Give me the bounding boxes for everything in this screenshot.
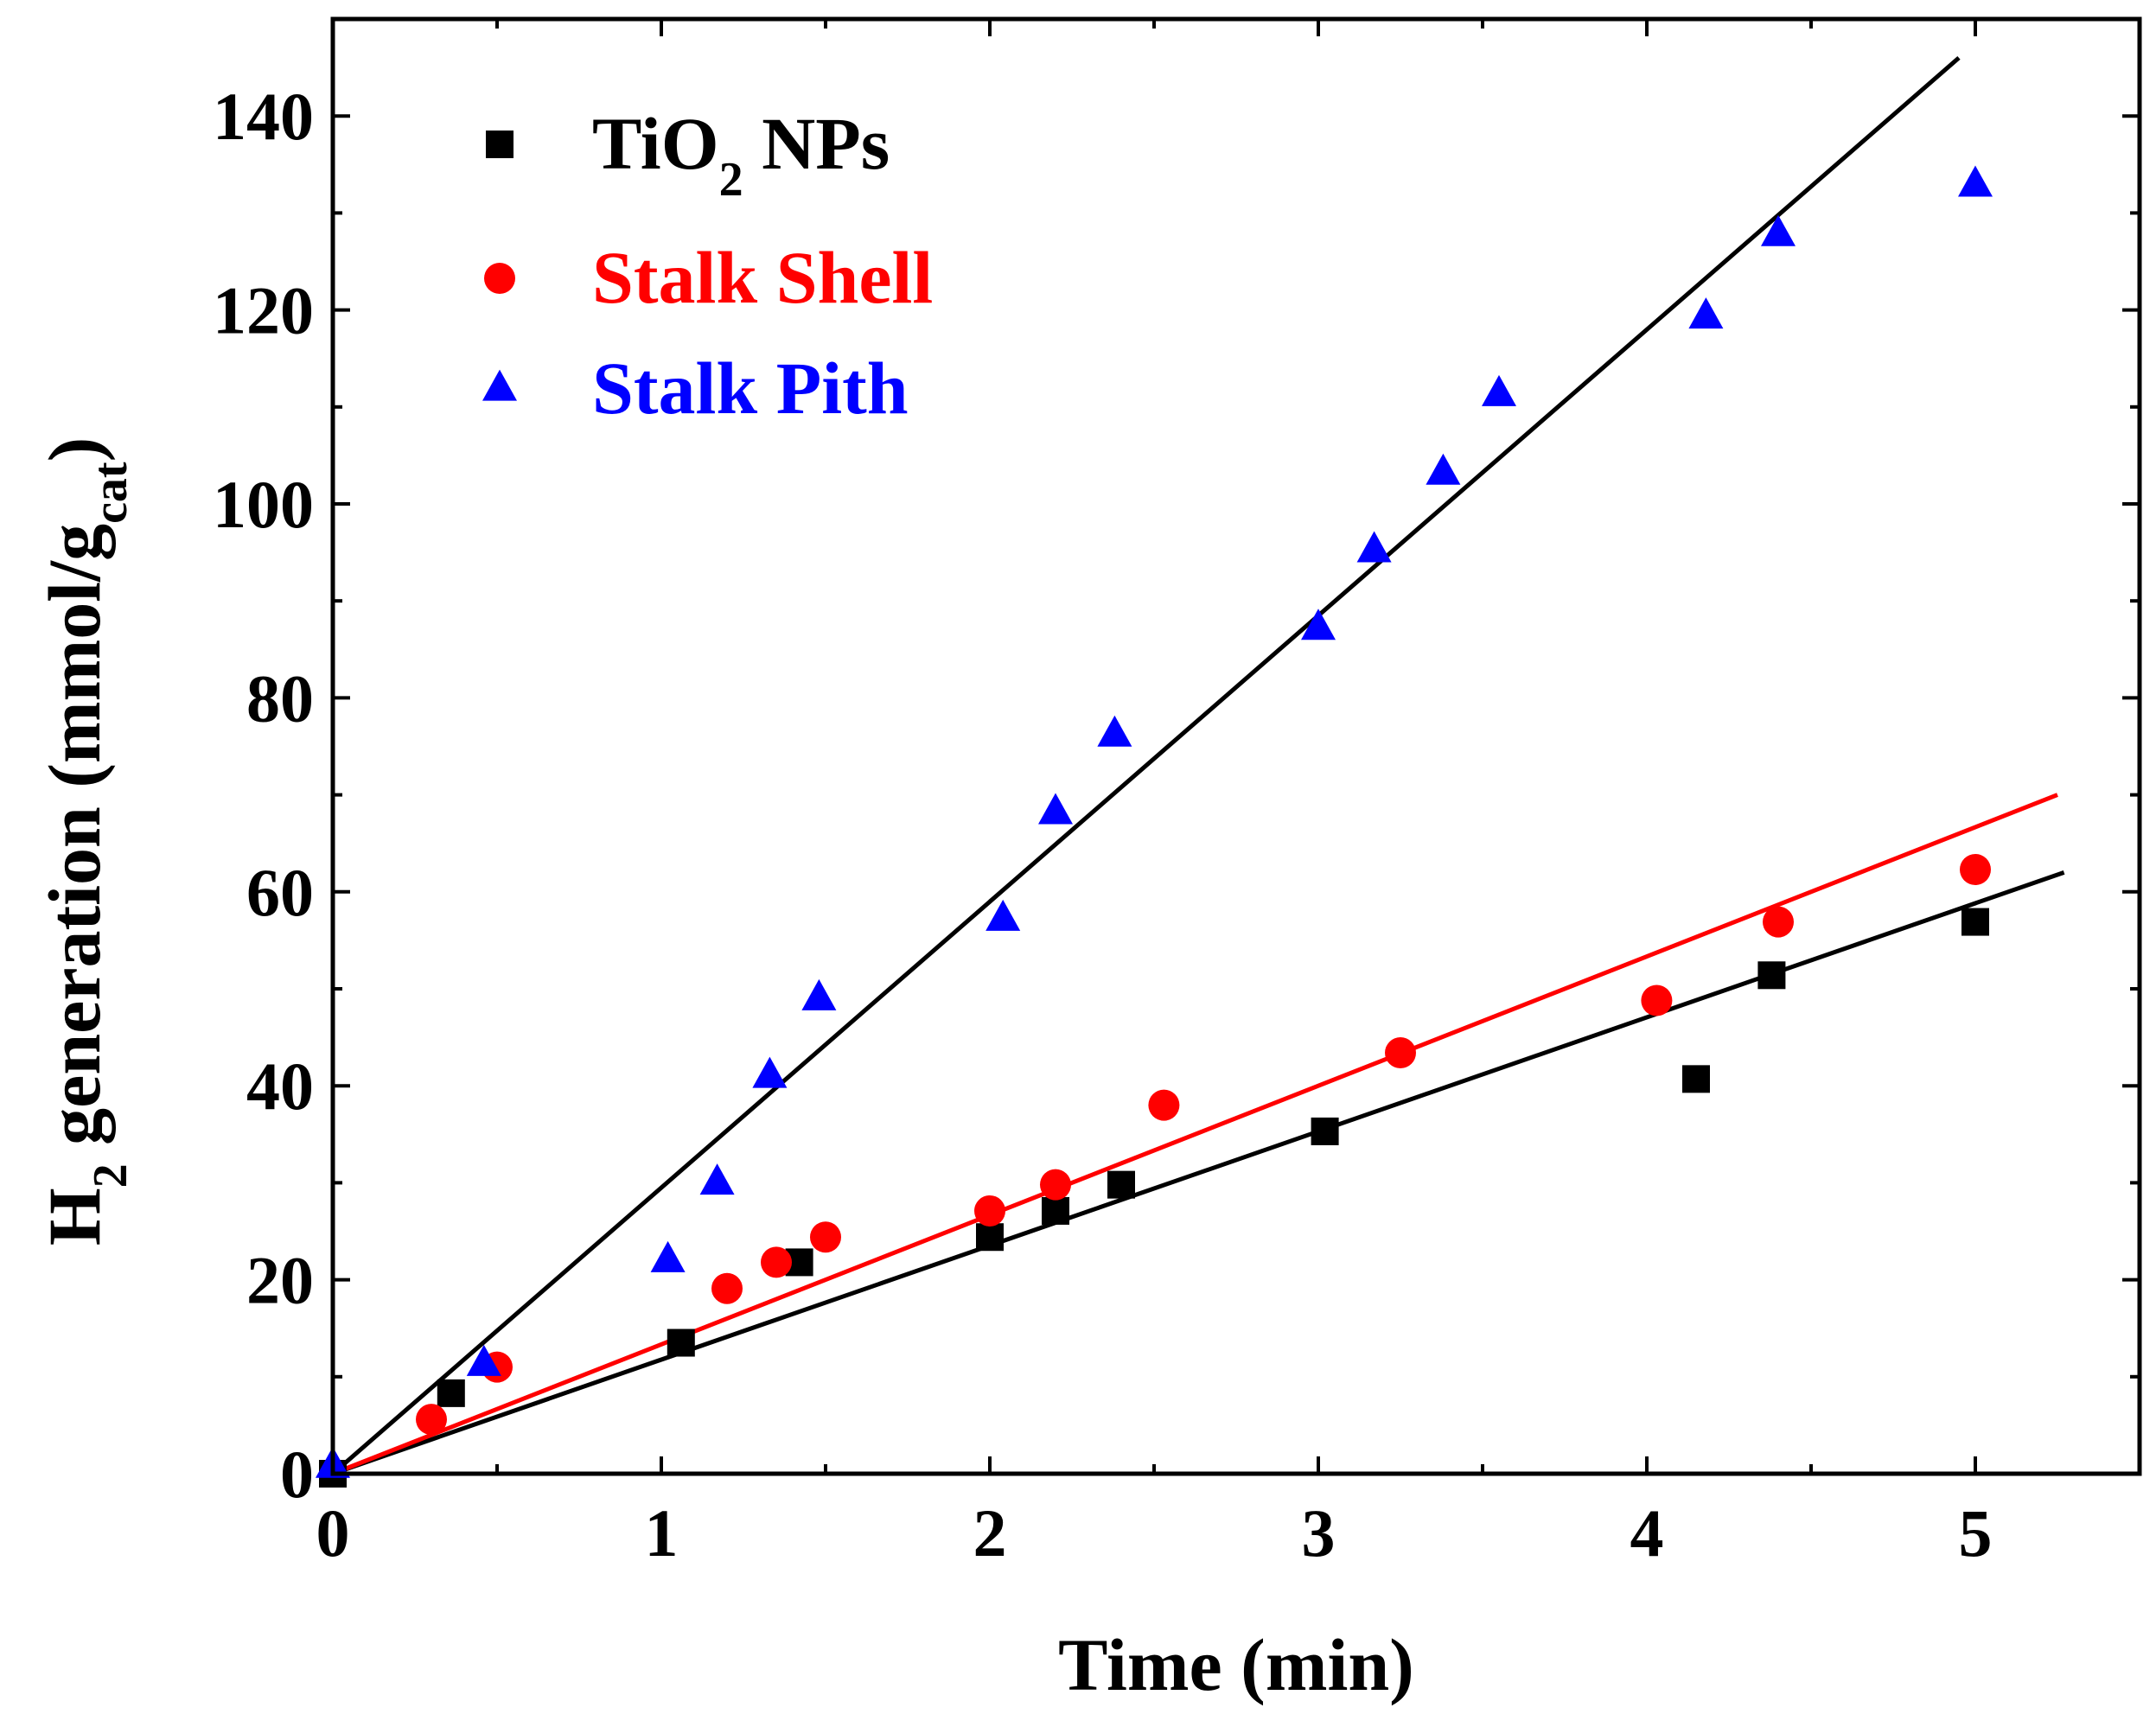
y-tick-label: 140 (213, 79, 314, 154)
data-point-series-0-square (1042, 1196, 1069, 1225)
y-axis-title-mid: generation (mmol/g (33, 524, 116, 1163)
legend-label-tio2-sub: 2 (719, 153, 743, 207)
y-axis-title-main: H (33, 1188, 116, 1246)
data-point-series-1-circle (810, 1221, 841, 1253)
data-point-series-1-circle (711, 1272, 743, 1304)
legend-item-stalk-pith: Stalk Pith (482, 347, 909, 430)
data-markers (316, 165, 1993, 1488)
y-tick-label: 80 (246, 660, 314, 736)
data-point-series-2-triangle (1761, 214, 1796, 246)
legend-label-tio2: TiO2 NPs (592, 102, 890, 207)
data-point-series-2-triangle (986, 899, 1021, 931)
legend-marker-triangle (482, 369, 517, 401)
data-point-series-1-circle (1641, 984, 1673, 1016)
y-tick-label: 0 (280, 1437, 314, 1512)
data-point-series-0-square (1682, 1065, 1710, 1093)
legend-marker-square (486, 131, 513, 158)
y-tick-label: 60 (246, 855, 314, 930)
y-tick-label: 120 (213, 273, 314, 348)
x-tick-label: 3 (1302, 1495, 1336, 1571)
legend-label-stalk-shell: Stalk Shell (592, 236, 933, 319)
data-point-series-0-square (1757, 961, 1786, 990)
legend-marker-circle (484, 263, 515, 294)
data-point-series-2-triangle (1301, 609, 1336, 640)
axis-ticks (331, 19, 2140, 1475)
data-point-series-1-circle (1763, 906, 1794, 938)
plot-frame (330, 16, 2142, 1476)
y-tick-label: 20 (246, 1243, 314, 1318)
data-point-series-1-circle (1040, 1169, 1071, 1201)
data-point-series-1-circle (416, 1404, 447, 1436)
data-point-series-2-triangle (699, 1163, 735, 1195)
data-point-series-0-square (1961, 908, 1989, 936)
x-tick-label: 4 (1630, 1495, 1664, 1571)
legend-label-tio2-main: TiO (592, 102, 719, 185)
data-point-series-0-square (1107, 1170, 1135, 1199)
x-tick-label: 0 (316, 1495, 350, 1571)
legend-item-stalk-shell: Stalk Shell (484, 236, 933, 319)
legend-label-stalk-pith: Stalk Pith (592, 347, 909, 430)
data-point-series-2-triangle (466, 1344, 501, 1376)
data-point-series-0-square (667, 1329, 695, 1357)
y-axis-title-sub-2: 2 (84, 1163, 137, 1188)
data-point-series-2-triangle (1097, 715, 1132, 747)
legend-item-tio2: TiO2 NPs (486, 102, 890, 207)
tick-labels: 0 1 2 3 4 5 0 20 40 60 80 100 120 140 (213, 79, 1993, 1571)
data-point-series-1-circle (1960, 853, 1991, 885)
data-point-series-0-square (1311, 1117, 1339, 1145)
x-tick-label: 5 (1959, 1495, 1993, 1571)
data-point-series-2-triangle (1426, 453, 1461, 485)
y-axis-title-end: ) (33, 437, 116, 462)
fit-line-series-0 (332, 870, 2065, 1476)
x-axis-title: Time (min) (1058, 1623, 1414, 1706)
data-point-series-1-circle (761, 1246, 792, 1278)
legend: TiO2 NPs Stalk Shell Stalk Pith (482, 102, 933, 430)
fit-line-series-1 (332, 793, 2058, 1476)
y-tick-label: 100 (213, 467, 314, 542)
data-point-series-2-triangle (1038, 793, 1073, 825)
fit-line-series-2 (331, 55, 1961, 1475)
x-tick-label: 2 (973, 1495, 1007, 1571)
data-point-series-2-triangle (1688, 297, 1724, 329)
data-point-series-2-triangle (650, 1240, 686, 1272)
x-tick-label: 1 (645, 1495, 679, 1571)
y-tick-label: 40 (246, 1048, 314, 1124)
data-point-series-0-square (437, 1379, 465, 1407)
data-point-series-0-square (976, 1223, 1004, 1252)
y-axis-title-sub-cat: cat (84, 462, 137, 524)
data-point-series-1-circle (1385, 1037, 1416, 1069)
legend-label-tio2-end: NPs (743, 102, 890, 185)
data-point-series-2-triangle (801, 978, 837, 1010)
y-axis-title: H2 generation (mmol/gcat) (33, 437, 137, 1246)
data-point-series-2-triangle (1482, 374, 1516, 406)
data-point-series-1-circle (974, 1195, 1005, 1227)
data-point-series-2-triangle (1356, 531, 1392, 563)
data-point-series-2-triangle (1958, 165, 1993, 197)
data-point-series-1-circle (1148, 1089, 1180, 1121)
data-point-series-2-triangle (752, 1056, 788, 1088)
